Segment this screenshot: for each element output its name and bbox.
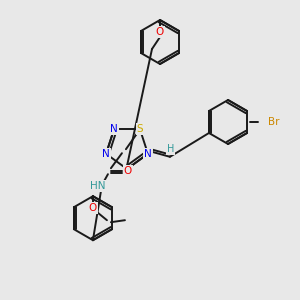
Text: O: O (156, 27, 164, 37)
Text: N: N (110, 124, 118, 134)
Text: N: N (144, 149, 152, 159)
Text: H: H (167, 144, 175, 154)
Text: N: N (102, 149, 110, 159)
Text: Br: Br (268, 117, 280, 127)
Text: HN: HN (90, 181, 106, 191)
Text: O: O (89, 203, 97, 213)
Text: O: O (124, 166, 132, 176)
Text: S: S (136, 124, 143, 134)
